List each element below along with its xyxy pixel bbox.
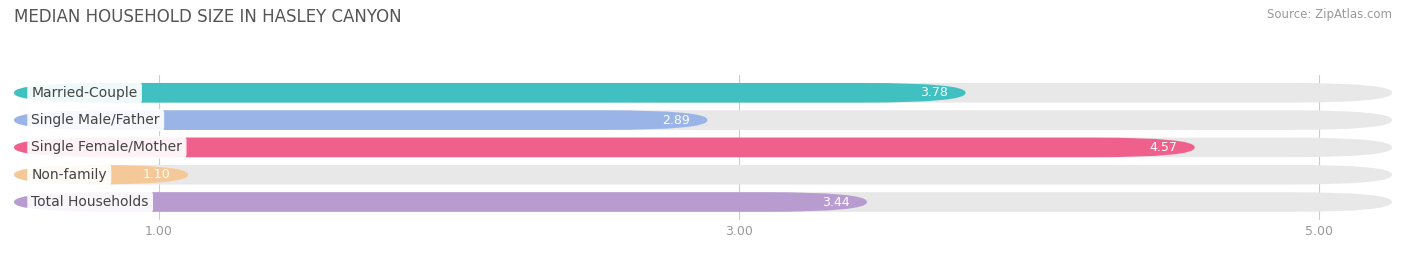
FancyBboxPatch shape bbox=[14, 83, 1392, 103]
FancyBboxPatch shape bbox=[14, 165, 1392, 185]
FancyBboxPatch shape bbox=[14, 137, 1392, 157]
FancyBboxPatch shape bbox=[14, 83, 966, 103]
Text: 3.44: 3.44 bbox=[823, 196, 849, 209]
Text: 2.89: 2.89 bbox=[662, 114, 690, 126]
Text: Source: ZipAtlas.com: Source: ZipAtlas.com bbox=[1267, 8, 1392, 21]
Text: Single Female/Mother: Single Female/Mother bbox=[31, 140, 183, 154]
FancyBboxPatch shape bbox=[14, 110, 1392, 130]
FancyBboxPatch shape bbox=[14, 165, 188, 185]
Text: Married-Couple: Married-Couple bbox=[31, 86, 138, 100]
Text: 4.57: 4.57 bbox=[1150, 141, 1177, 154]
FancyBboxPatch shape bbox=[14, 110, 707, 130]
Text: 1.10: 1.10 bbox=[143, 168, 170, 181]
FancyBboxPatch shape bbox=[14, 192, 1392, 212]
Text: Total Households: Total Households bbox=[31, 195, 149, 209]
Text: Single Male/Father: Single Male/Father bbox=[31, 113, 160, 127]
Text: MEDIAN HOUSEHOLD SIZE IN HASLEY CANYON: MEDIAN HOUSEHOLD SIZE IN HASLEY CANYON bbox=[14, 8, 402, 26]
Text: Non-family: Non-family bbox=[31, 168, 107, 182]
Text: 3.78: 3.78 bbox=[921, 86, 948, 99]
FancyBboxPatch shape bbox=[14, 137, 1195, 157]
FancyBboxPatch shape bbox=[14, 192, 868, 212]
